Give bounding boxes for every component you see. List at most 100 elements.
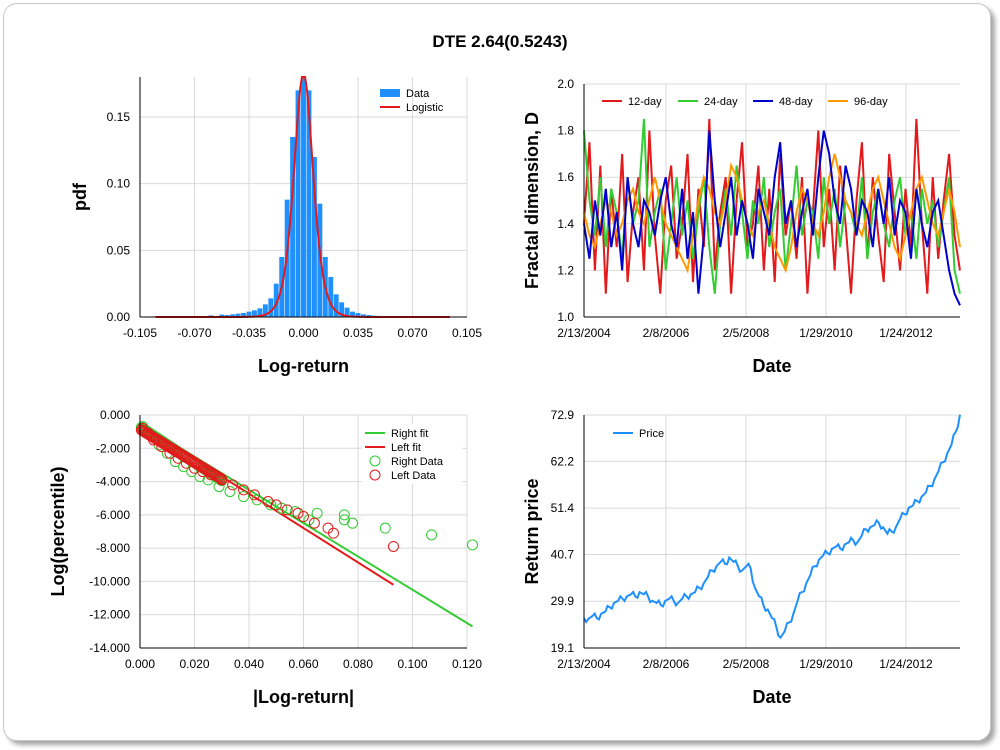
- pdf-bar: [333, 294, 339, 317]
- tail-y-axis-label: Log(percentile): [48, 466, 68, 596]
- tail-left-data-point: [216, 474, 228, 486]
- pdf-y-tick-label: 0.05: [107, 243, 131, 257]
- fractal-x-tick-label: 1/29/2010: [799, 326, 853, 340]
- price-y-tick-label: 72.9: [551, 408, 575, 422]
- price-series-line: [583, 414, 961, 640]
- price-y-axis-label: Return price: [522, 478, 542, 584]
- fractal-series-24-day: [583, 118, 961, 294]
- price-x-tick-label: 1/24/2012: [879, 657, 933, 671]
- price-x-tick-label: 2/8/2006: [643, 657, 690, 671]
- tail-legend-right-fit: Right fit: [391, 428, 428, 440]
- tail-left-data-point: [270, 499, 282, 511]
- tail-right-data-point: [426, 529, 438, 541]
- price-y-tick-label: 51.4: [551, 501, 575, 515]
- fractal-legend-12-day: 12-day: [628, 96, 662, 108]
- fractal-legend-96-day: 96-day: [854, 96, 888, 108]
- price-y-tick-label: 40.7: [551, 547, 575, 561]
- tail-left-data-point: [164, 447, 176, 459]
- tail-left-data-point: [156, 441, 168, 453]
- pdf-bar: [311, 157, 317, 317]
- tail-left-data-point: [148, 434, 160, 446]
- pdf-bar: [317, 203, 323, 317]
- tail-y-tick-label: 0.000: [100, 408, 130, 422]
- tail-x-tick-label: 0.100: [397, 657, 427, 671]
- pdf-bar: [350, 311, 356, 317]
- tail-legend-right-data-swatch: [369, 455, 381, 467]
- tail-right-data-point: [265, 499, 277, 511]
- tail-left-data-point: [180, 457, 192, 469]
- pdf-y-axis-label: pdf: [70, 182, 90, 211]
- pdf-bar: [230, 314, 236, 317]
- fractal-x-axis-label: Date: [752, 356, 791, 376]
- tail-left-data-point: [298, 511, 309, 523]
- price-y-tick-label: 29.9: [551, 594, 575, 608]
- pdf-x-tick-label: 0.105: [452, 326, 482, 340]
- tail-x-tick-label: 0.060: [288, 657, 318, 671]
- tail-legend-left-data-swatch: [369, 469, 381, 481]
- tail-right-data-point: [338, 509, 350, 521]
- fractal-legend-48-day: 48-day: [779, 96, 813, 108]
- pdf-y-tick-label: 0.00: [107, 310, 131, 324]
- fractal-series-48-day: [583, 130, 961, 306]
- price-x-tick-label: 2/5/2008: [723, 657, 770, 671]
- fractal-x-tick-label: 2/13/2004: [557, 326, 611, 340]
- tail-left-data-point: [292, 507, 304, 519]
- tail-right-data-point: [379, 522, 391, 534]
- page-title: DTE 2.64(0.5243): [432, 32, 568, 51]
- tail-y-tick-label: -2.000: [96, 441, 130, 455]
- tail-right-data-point: [224, 486, 236, 498]
- fractal-y-tick-label: 1.8: [557, 124, 574, 138]
- fractal-x-tick-label: 1/24/2012: [879, 326, 933, 340]
- tail-right-data-point: [238, 491, 250, 503]
- pdf-bar: [273, 283, 279, 317]
- fractal-y-tick-label: 1.4: [557, 217, 574, 231]
- tail-right-data-point: [303, 514, 315, 526]
- fractal-legend-24-day: 24-day: [704, 96, 738, 108]
- tail-right-data-point: [289, 506, 301, 518]
- tail-right-data-point: [311, 507, 323, 519]
- pdf-bar: [257, 308, 263, 317]
- price-legend-label: Price: [639, 428, 664, 440]
- tail-left-data-point: [238, 484, 250, 496]
- tail-left-data-point: [227, 479, 239, 491]
- tail-x-tick-label: 0.020: [179, 657, 209, 671]
- fractal-y-tick-label: 1.6: [557, 170, 574, 184]
- tail-right-data-point: [466, 539, 478, 551]
- tail-left-data-point: [214, 472, 226, 484]
- pdf-x-tick-label: -0.105: [123, 326, 157, 340]
- tail-y-tick-label: -10.000: [89, 574, 130, 588]
- fractal-y-tick-label: 1.0: [557, 310, 574, 324]
- price-x-tick-label: 2/13/2004: [557, 657, 611, 671]
- pdf-bar: [328, 277, 334, 317]
- tail-y-tick-label: -8.000: [96, 541, 130, 555]
- tail-x-tick-label: 0.120: [452, 657, 482, 671]
- price-y-tick-label: 62.2: [551, 454, 575, 468]
- pdf-bar: [360, 314, 366, 317]
- tail-left-data-point: [248, 489, 260, 501]
- tail-left-data-point: [205, 469, 217, 481]
- pdf-bar: [262, 304, 268, 317]
- tail-legend-left-fit: Left fit: [391, 442, 421, 454]
- price-y-tick-label: 19.1: [551, 641, 575, 655]
- pdf-legend-data-swatch: [380, 89, 400, 97]
- tail-left-data-point: [213, 471, 225, 483]
- tail-right-data-point: [276, 502, 288, 514]
- pdf-bar: [251, 310, 257, 317]
- pdf-x-tick-label: 0.035: [343, 326, 373, 340]
- tail-y-tick-label: -12.000: [89, 608, 130, 622]
- tail-y-tick-label: -6.000: [96, 508, 130, 522]
- tail-left-data-point: [308, 517, 320, 529]
- pdf-bar: [301, 77, 306, 317]
- tail-y-tick-label: -4.000: [96, 475, 130, 489]
- fractal-x-tick-label: 2/5/2008: [723, 326, 770, 340]
- tail-x-tick-label: 0.000: [125, 657, 155, 671]
- pdf-bar: [235, 313, 241, 317]
- pdf-bar: [306, 90, 312, 317]
- tail-legend-left-data: Left Data: [391, 470, 437, 482]
- price-x-axis-label: Date: [752, 687, 791, 707]
- pdf-bar: [268, 298, 274, 317]
- pdf-bar: [219, 314, 225, 317]
- pdf-bar: [339, 302, 345, 317]
- pdf-x-axis-label: Log-return: [258, 356, 349, 376]
